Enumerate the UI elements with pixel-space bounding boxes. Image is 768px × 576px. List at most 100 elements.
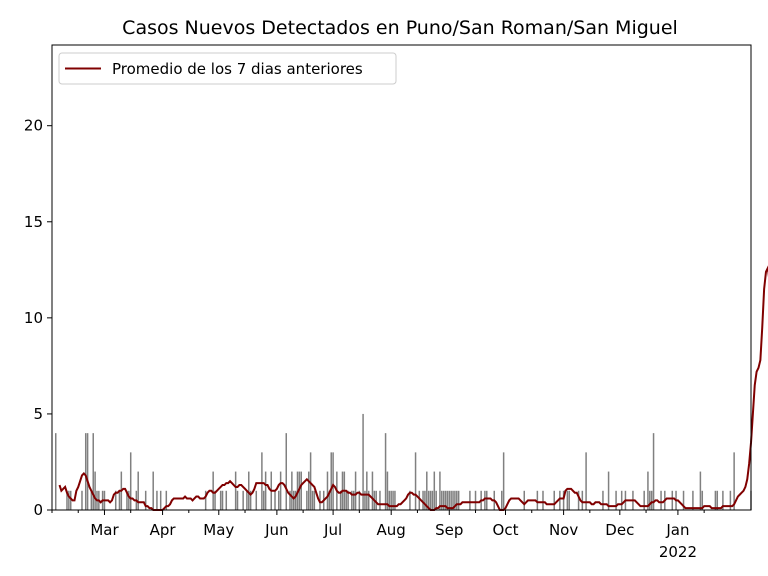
bar (367, 490, 370, 510)
plot-frame (51, 44, 752, 511)
bar (431, 490, 434, 510)
bar (442, 490, 445, 510)
bar (351, 490, 353, 510)
bar (620, 490, 623, 510)
bar (326, 471, 329, 510)
x-tick-label: Sep (435, 521, 463, 539)
bar (86, 433, 89, 510)
bar (375, 490, 377, 510)
bar (716, 490, 719, 510)
bar (236, 490, 239, 510)
bar (714, 490, 717, 510)
bar (159, 490, 162, 510)
bar (469, 490, 471, 510)
bar (291, 471, 293, 510)
bar (682, 490, 685, 510)
bar (156, 490, 158, 510)
bar (701, 490, 704, 510)
bar (388, 490, 391, 510)
bar (263, 490, 265, 510)
bar (364, 490, 366, 510)
bar (274, 490, 276, 510)
bar (225, 490, 228, 510)
bar (68, 490, 70, 510)
bar (352, 490, 355, 510)
bar (652, 433, 655, 510)
y-tick-label: 20 (24, 117, 43, 135)
x-tick-label: Jul (323, 521, 342, 539)
bars-layer (55, 413, 752, 510)
bar (568, 490, 570, 510)
bar (394, 490, 396, 510)
bar (255, 490, 258, 510)
y-tick-label: 10 (24, 309, 43, 327)
bar (246, 490, 248, 510)
bar (536, 490, 539, 510)
chart-title: Casos Nuevos Detectados en Puno/San Roma… (122, 17, 678, 39)
bar (313, 490, 316, 510)
bar (448, 490, 451, 510)
bar (81, 490, 83, 510)
bar (69, 490, 72, 510)
bar (444, 490, 447, 510)
bar (452, 490, 454, 510)
bar (729, 490, 732, 510)
bar (347, 490, 349, 510)
bar (94, 471, 96, 510)
bar (261, 452, 263, 510)
bar (643, 490, 645, 510)
bar (577, 490, 580, 510)
bar (84, 433, 87, 510)
x-tick-label: Jan (665, 521, 689, 539)
bar (722, 490, 724, 510)
x-tick-label: Nov (549, 521, 578, 539)
bar (345, 490, 347, 510)
bar (90, 490, 93, 510)
bar (486, 490, 488, 510)
bar (234, 471, 237, 510)
bar (332, 452, 334, 510)
bar (354, 471, 357, 510)
bar (289, 490, 291, 510)
x-tick-label: Apr (150, 521, 177, 539)
bar (441, 490, 443, 510)
bar (114, 490, 117, 510)
bar (392, 490, 394, 510)
bar (390, 490, 392, 510)
bar (152, 471, 154, 510)
bar (450, 490, 452, 510)
bar (328, 490, 331, 510)
bar (435, 490, 437, 510)
bar (309, 452, 312, 510)
bar (474, 490, 477, 510)
bar (204, 490, 207, 510)
bar (221, 490, 224, 510)
bar (502, 452, 505, 510)
bar (330, 452, 332, 510)
average-line (58, 265, 768, 511)
bar (293, 490, 295, 510)
y-tick-label: 15 (24, 213, 43, 231)
bar (733, 452, 735, 510)
bar (456, 490, 458, 510)
x-tick-label: Mar (90, 521, 119, 539)
bar (386, 471, 389, 510)
bar (278, 490, 280, 510)
bar (264, 471, 267, 510)
bar (602, 490, 604, 510)
bar (66, 490, 68, 510)
x-tick-label: Aug (377, 521, 406, 539)
bar (650, 490, 653, 510)
y-tick-label: 5 (33, 405, 43, 423)
x-year-label: 2022 (659, 543, 697, 561)
bar (699, 471, 702, 510)
bar (300, 471, 302, 510)
bar (553, 490, 555, 510)
y-axis: 0 5 10 15 20 (24, 117, 52, 519)
bar (379, 490, 381, 510)
bar (214, 490, 216, 510)
bar (242, 490, 244, 510)
bar (429, 490, 432, 510)
bar (126, 490, 128, 510)
